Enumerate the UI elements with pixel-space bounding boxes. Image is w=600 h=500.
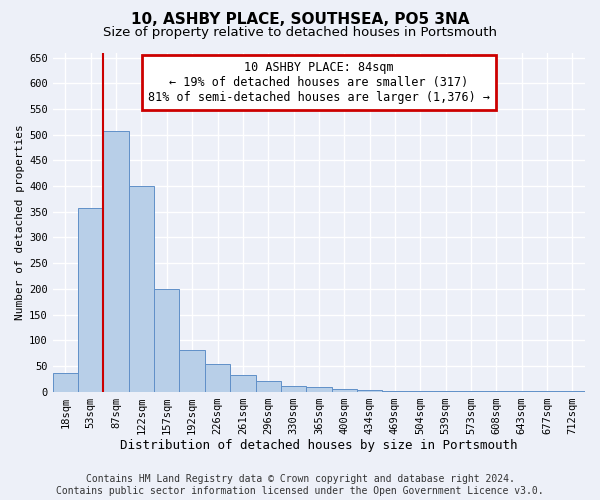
Bar: [484, 391, 509, 392]
Y-axis label: Number of detached properties: Number of detached properties: [15, 124, 25, 320]
Bar: [179, 350, 205, 392]
Bar: [53, 372, 78, 392]
Text: Size of property relative to detached houses in Portsmouth: Size of property relative to detached ho…: [103, 26, 497, 39]
Text: Contains HM Land Registry data © Crown copyright and database right 2024.
Contai: Contains HM Land Registry data © Crown c…: [56, 474, 544, 496]
Bar: [458, 391, 484, 392]
Text: 10 ASHBY PLACE: 84sqm
← 19% of detached houses are smaller (317)
81% of semi-det: 10 ASHBY PLACE: 84sqm ← 19% of detached …: [148, 61, 490, 104]
Bar: [103, 131, 129, 392]
Bar: [256, 382, 281, 392]
Bar: [535, 391, 560, 392]
Bar: [433, 391, 458, 392]
Bar: [205, 364, 230, 392]
Bar: [407, 391, 433, 392]
Bar: [560, 391, 585, 392]
Bar: [509, 391, 535, 392]
Bar: [306, 388, 332, 392]
X-axis label: Distribution of detached houses by size in Portsmouth: Distribution of detached houses by size …: [120, 440, 518, 452]
Bar: [332, 389, 357, 392]
Bar: [78, 208, 103, 392]
Text: 10, ASHBY PLACE, SOUTHSEA, PO5 3NA: 10, ASHBY PLACE, SOUTHSEA, PO5 3NA: [131, 12, 469, 28]
Bar: [281, 386, 306, 392]
Bar: [154, 289, 179, 392]
Bar: [357, 390, 382, 392]
Bar: [382, 390, 407, 392]
Bar: [230, 375, 256, 392]
Bar: [129, 186, 154, 392]
